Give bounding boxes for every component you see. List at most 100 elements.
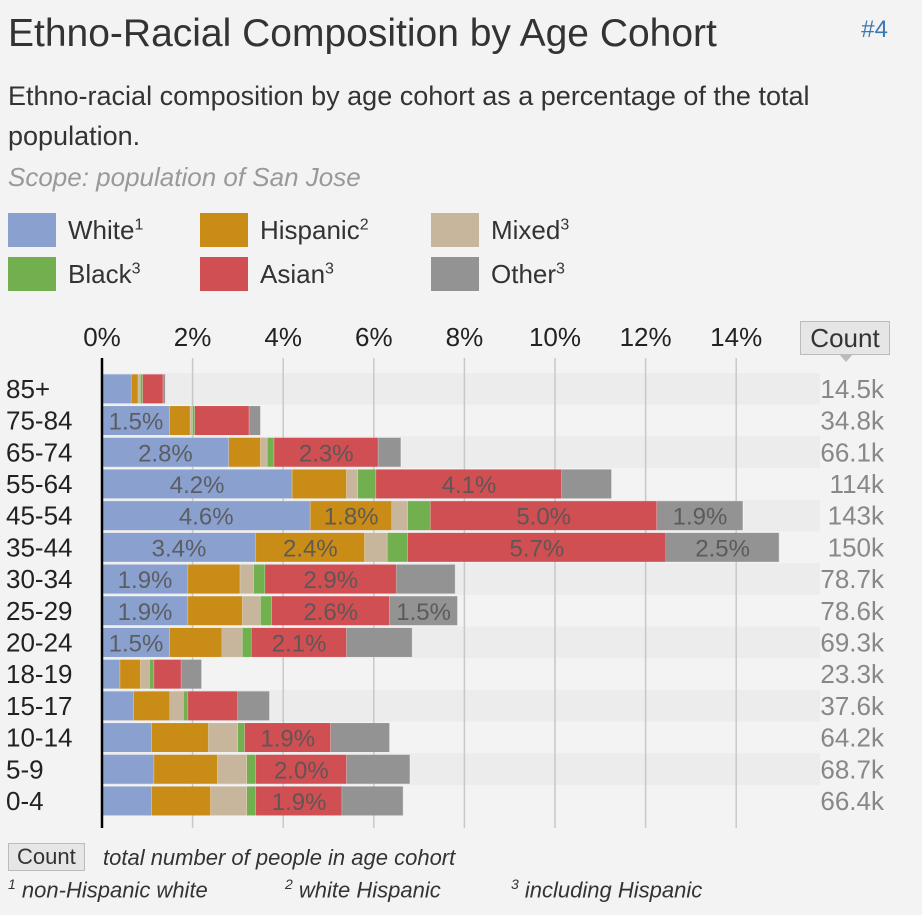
footnote-1-text: non-Hispanic white [21, 877, 208, 903]
bar-segment-white [102, 532, 257, 562]
bar-segment-hispanic [292, 469, 347, 499]
count-column-header[interactable]: Count [800, 321, 890, 355]
footnote-2-text: white Hispanic [298, 877, 441, 903]
legend-label-other: Other [491, 258, 557, 289]
bar-segment-other [181, 659, 202, 689]
bar-segment-mixed [140, 659, 150, 689]
footnote-2-marker: 2 [285, 876, 293, 892]
count-label: 23.3k [820, 659, 885, 689]
data-label: 1.5% [109, 630, 164, 657]
bar-segment-mixed [364, 532, 388, 562]
legend-swatch-white [8, 213, 56, 247]
bar-segment-white [102, 786, 152, 816]
bar-segment-mixed [391, 501, 408, 531]
count-label: 37.6k [820, 691, 885, 721]
category-label: 25-29 [6, 596, 73, 626]
legend-item-mixed: Mixed3 [431, 210, 569, 250]
category-label: 18-19 [6, 659, 73, 689]
data-label: 2.4% [283, 535, 338, 562]
legend-sup-white: 1 [134, 215, 144, 233]
category-label: 65-74 [6, 437, 73, 467]
chart-scope: Scope: population of San Jose [8, 162, 361, 192]
data-label: 1.9% [118, 567, 173, 594]
footer-count-key: Count [8, 843, 85, 871]
footer-count-description: total number of people in age cohort [103, 845, 456, 870]
category-label: 45-54 [6, 501, 73, 531]
bar-segment-white [102, 469, 293, 499]
bar-segment-hispanic [151, 723, 209, 753]
legend: White1 Hispanic2 Mixed3 Black3 Asian3 Ot… [8, 210, 708, 295]
x-tick-label: 4% [264, 322, 302, 352]
count-label: 34.8k [820, 406, 885, 436]
category-label: 5-9 [6, 754, 44, 784]
bar-segment-mixed [190, 406, 193, 436]
category-label: 10-14 [6, 723, 73, 753]
bar-segment-hispanic [228, 437, 261, 467]
bar-segment-black [357, 469, 377, 499]
chart-number-link[interactable]: #4 [861, 16, 888, 43]
data-label: 2.3% [299, 440, 354, 467]
bar-segment-white [102, 437, 229, 467]
bar-segment-other [249, 406, 261, 436]
count-label: 78.6k [820, 596, 885, 626]
category-label: 75-84 [6, 406, 73, 436]
bar-segment-asian [265, 564, 397, 594]
bar-segment-black [387, 532, 408, 562]
data-label: 1.9% [272, 789, 327, 816]
bar-segment-hispanic [188, 564, 241, 594]
count-label: 114k [830, 469, 885, 499]
x-tick-label: 2% [174, 322, 212, 352]
bar-segment-black [246, 786, 257, 816]
category-label: 20-24 [6, 627, 73, 657]
bar-segment-other [656, 501, 743, 531]
bar-segment-asian [142, 374, 164, 404]
category-label: 30-34 [6, 564, 73, 594]
legend-sup-black: 3 [131, 259, 141, 277]
category-label: 55-64 [6, 469, 73, 499]
category-label: 0-4 [6, 786, 44, 816]
bar-segment-asian [274, 437, 379, 467]
bar-segment-black [246, 754, 257, 784]
row-band [102, 658, 820, 690]
bar-segment-other [237, 691, 270, 721]
data-label: 1.5% [396, 599, 451, 626]
bar-segment-black [260, 596, 272, 626]
bar-segment-white [102, 501, 311, 531]
legend-swatch-hispanic [200, 213, 248, 247]
legend-label-black: Black [68, 258, 132, 289]
bar-segment-other [163, 374, 166, 404]
bar-segment-white [102, 374, 132, 404]
data-label: 4.6% [179, 504, 234, 531]
data-label: 1.9% [673, 504, 728, 531]
bar-segment-hispanic [188, 596, 243, 626]
bar-segment-asian [251, 627, 347, 657]
bar-segment-hispanic [154, 754, 218, 784]
bar-segment-asian [256, 754, 347, 784]
count-label: 66.1k [820, 437, 885, 467]
data-label: 2.9% [303, 567, 358, 594]
x-tick-label: 12% [620, 322, 672, 352]
bar-segment-black [267, 437, 275, 467]
bar-segment-mixed [242, 596, 261, 626]
x-tick-label: 8% [446, 322, 484, 352]
footnote-1: 1 non-Hispanic white [8, 876, 208, 903]
category-label: 15-17 [6, 691, 73, 721]
bar-segment-asian [188, 691, 238, 721]
chart-subtitle: Ethno-racial composition by age cohort a… [8, 81, 810, 151]
bar-segment-asian [194, 406, 250, 436]
bar-segment-black [149, 659, 155, 689]
bar-segment-asian [271, 596, 390, 626]
legend-sup-other: 3 [556, 259, 565, 277]
bar-segment-black [183, 691, 189, 721]
data-label: 1.9% [260, 726, 315, 753]
data-label: 2.0% [274, 757, 329, 784]
count-label: 69.3k [820, 627, 885, 657]
bar-segment-asian [256, 786, 343, 816]
count-label: 143k [828, 501, 885, 531]
row-band [102, 373, 820, 405]
data-label: 1.9% [118, 599, 173, 626]
legend-swatch-other [431, 257, 479, 291]
data-label: 5.7% [510, 535, 565, 562]
bar-segment-white [102, 406, 170, 436]
count-label: 14.5k [820, 374, 885, 404]
